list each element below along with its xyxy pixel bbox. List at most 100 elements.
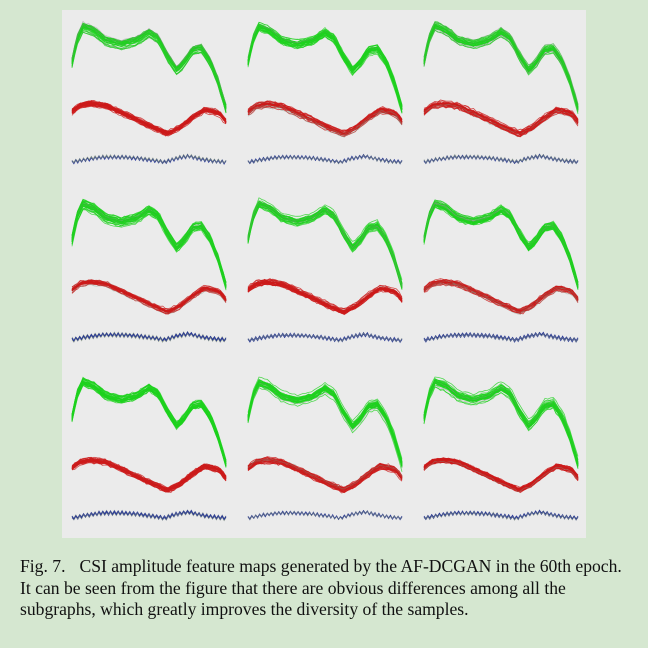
green-trace xyxy=(247,201,403,284)
green-trace xyxy=(247,202,403,286)
red-trace xyxy=(423,459,579,490)
green-trace xyxy=(71,384,227,467)
feature-map-cell xyxy=(247,376,403,521)
feature-map-cell xyxy=(71,20,227,165)
green-trace xyxy=(247,205,403,289)
red-trace xyxy=(247,104,403,136)
green-trace xyxy=(247,203,403,286)
green-trace xyxy=(247,24,403,109)
green-trace xyxy=(423,204,579,287)
green-trace xyxy=(423,380,579,464)
green-trace xyxy=(247,206,403,290)
red-trace xyxy=(247,456,403,488)
green-trace xyxy=(247,387,403,472)
green-trace xyxy=(247,26,403,108)
green-trace xyxy=(423,382,579,466)
blue-trace xyxy=(71,154,227,165)
red-trace xyxy=(423,103,579,135)
green-trace xyxy=(247,383,403,465)
green-trace xyxy=(423,27,579,109)
green-trace xyxy=(423,25,579,107)
green-trace xyxy=(423,382,579,466)
green-trace xyxy=(247,25,403,110)
green-trace xyxy=(423,27,579,110)
green-trace xyxy=(423,204,579,289)
green-trace xyxy=(247,382,403,466)
red-trace xyxy=(247,281,403,314)
green-trace xyxy=(423,206,579,290)
green-trace xyxy=(247,385,403,469)
red-trace xyxy=(423,102,579,134)
green-trace xyxy=(71,382,227,466)
red-trace xyxy=(247,283,403,316)
red-trace xyxy=(423,458,579,489)
green-trace xyxy=(247,25,403,109)
green-trace xyxy=(71,27,227,109)
green-trace xyxy=(71,377,227,460)
green-trace xyxy=(423,380,579,466)
green-trace xyxy=(71,382,227,465)
green-trace xyxy=(423,204,579,285)
green-trace xyxy=(247,202,403,284)
green-trace xyxy=(423,381,579,464)
green-trace xyxy=(423,29,579,113)
green-trace xyxy=(71,380,227,464)
green-trace xyxy=(423,205,579,290)
green-trace xyxy=(71,382,227,466)
green-trace xyxy=(423,204,579,286)
green-trace xyxy=(247,24,403,107)
green-trace xyxy=(247,25,403,107)
green-trace xyxy=(247,201,403,287)
green-trace xyxy=(247,24,403,109)
red-trace xyxy=(71,458,227,491)
green-trace xyxy=(71,26,227,110)
green-trace xyxy=(247,29,403,114)
green-trace xyxy=(247,379,403,461)
green-trace xyxy=(423,26,579,111)
green-trace xyxy=(423,26,579,111)
red-trace xyxy=(71,283,227,315)
green-trace xyxy=(247,384,403,467)
red-trace xyxy=(71,459,227,490)
green-trace xyxy=(71,203,227,288)
green-trace xyxy=(423,205,579,288)
red-trace xyxy=(423,460,579,494)
green-trace xyxy=(71,202,227,286)
green-trace xyxy=(71,204,227,286)
green-trace xyxy=(247,206,403,289)
green-trace xyxy=(247,28,403,111)
green-trace xyxy=(71,384,227,466)
green-trace xyxy=(247,26,403,108)
green-trace xyxy=(71,381,227,465)
green-trace xyxy=(71,199,227,283)
red-trace xyxy=(247,460,403,491)
green-trace xyxy=(247,205,403,288)
green-trace xyxy=(423,204,579,286)
green-trace xyxy=(247,376,403,459)
blue-trace xyxy=(71,511,227,522)
green-trace xyxy=(71,381,227,464)
green-trace xyxy=(247,29,403,113)
green-trace xyxy=(423,382,579,465)
green-trace xyxy=(423,24,579,110)
red-trace xyxy=(247,103,403,134)
green-trace xyxy=(423,25,579,109)
green-trace xyxy=(247,203,403,288)
green-trace xyxy=(71,380,227,467)
green-trace xyxy=(423,384,579,466)
green-trace xyxy=(71,30,227,113)
green-trace xyxy=(247,27,403,110)
red-trace xyxy=(247,107,403,137)
green-trace xyxy=(247,384,403,468)
green-trace xyxy=(247,381,403,465)
figure-caption-text: CSI amplitude feature maps generated by … xyxy=(20,556,622,619)
green-trace xyxy=(423,378,579,462)
green-trace xyxy=(247,204,403,286)
green-trace xyxy=(423,23,579,107)
green-trace xyxy=(247,25,403,110)
green-trace xyxy=(423,381,579,468)
red-trace xyxy=(247,106,403,138)
green-trace xyxy=(71,382,227,465)
green-trace xyxy=(423,381,579,465)
blue-trace xyxy=(423,154,579,165)
